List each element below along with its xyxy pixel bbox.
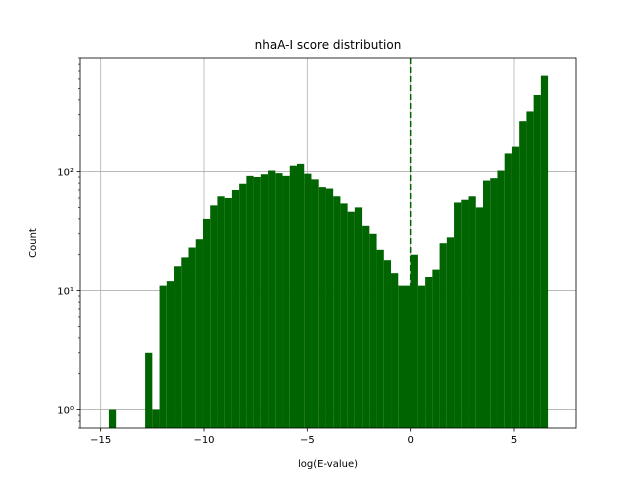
plot-frame <box>79 57 577 429</box>
histogram-bar <box>391 273 399 428</box>
histogram-bar <box>159 285 167 428</box>
histogram-bar <box>347 211 355 428</box>
histogram-bar <box>497 170 505 428</box>
x-tick-label: −15 <box>90 435 111 446</box>
histogram-bar <box>340 203 348 428</box>
y-tick-label: 10⁰ <box>57 406 74 417</box>
histogram-bar <box>202 218 211 428</box>
histogram-bar <box>188 247 196 428</box>
histogram-bar <box>304 173 312 428</box>
histogram-bar <box>253 177 261 428</box>
histogram-bar <box>376 249 384 428</box>
histogram-bar <box>519 121 527 428</box>
x-axis-label: log(E-value) <box>298 459 358 470</box>
histogram-bar <box>369 233 377 428</box>
histogram-bar <box>217 196 225 428</box>
histogram-bar <box>108 409 117 428</box>
histogram-bar <box>333 196 341 428</box>
histogram-bar <box>405 285 413 428</box>
histogram-bar <box>260 174 269 428</box>
histogram-bar <box>282 175 290 428</box>
x-tick-label: 5 <box>511 435 517 446</box>
histogram-bar <box>490 178 498 428</box>
histogram-bar <box>540 75 549 429</box>
histogram-bar <box>297 163 305 428</box>
histogram-bar <box>511 146 520 428</box>
histogram-bar <box>483 180 491 428</box>
histogram-bar <box>468 196 476 428</box>
histogram-bar <box>504 153 512 428</box>
histogram-bar <box>231 189 240 428</box>
histogram-bar <box>181 257 189 428</box>
histogram-bar <box>526 111 534 428</box>
histogram-bar <box>533 94 541 428</box>
x-tick-label: −10 <box>193 435 214 446</box>
histogram-bar <box>152 409 160 428</box>
histogram-bar <box>446 237 455 428</box>
histogram-bar <box>461 199 469 428</box>
histogram-bar <box>275 173 283 428</box>
histogram-bar <box>454 202 462 428</box>
histogram-bar <box>417 285 426 428</box>
histogram-bar <box>425 277 433 428</box>
y-tick-label: 10² <box>57 168 74 179</box>
histogram-bar <box>318 187 326 428</box>
histogram-bar <box>362 225 370 428</box>
histogram-bar <box>289 165 297 428</box>
histogram-bar <box>325 188 334 428</box>
y-axis-label: Count <box>28 228 39 258</box>
histogram-bar <box>311 179 319 428</box>
histogram-bar <box>224 197 232 428</box>
histogram-bar <box>432 269 440 428</box>
histogram-bar <box>210 205 218 428</box>
axis-ticks: −15 −10 −5 0 5 10⁰ 10¹ 10² <box>57 57 517 446</box>
histogram-bar <box>268 170 276 428</box>
histogram-bar <box>246 175 254 428</box>
histogram-bar <box>383 260 392 428</box>
chart-title: nhaA-I score distribution <box>255 38 402 52</box>
histogram-bar <box>475 207 483 428</box>
histogram-bar <box>145 352 153 428</box>
histogram-bar <box>166 281 175 428</box>
y-tick-label: 10¹ <box>57 287 74 298</box>
histogram-bars <box>108 75 549 429</box>
x-tick-label: 0 <box>407 435 413 446</box>
histogram-bar <box>174 266 182 428</box>
x-tick-label: −5 <box>300 435 315 446</box>
histogram-bar <box>354 207 363 428</box>
histogram-bar <box>439 243 447 428</box>
histogram-bar <box>398 285 406 428</box>
histogram-bar <box>239 183 247 428</box>
histogram-bar <box>410 254 418 428</box>
histogram-bar <box>195 239 203 428</box>
